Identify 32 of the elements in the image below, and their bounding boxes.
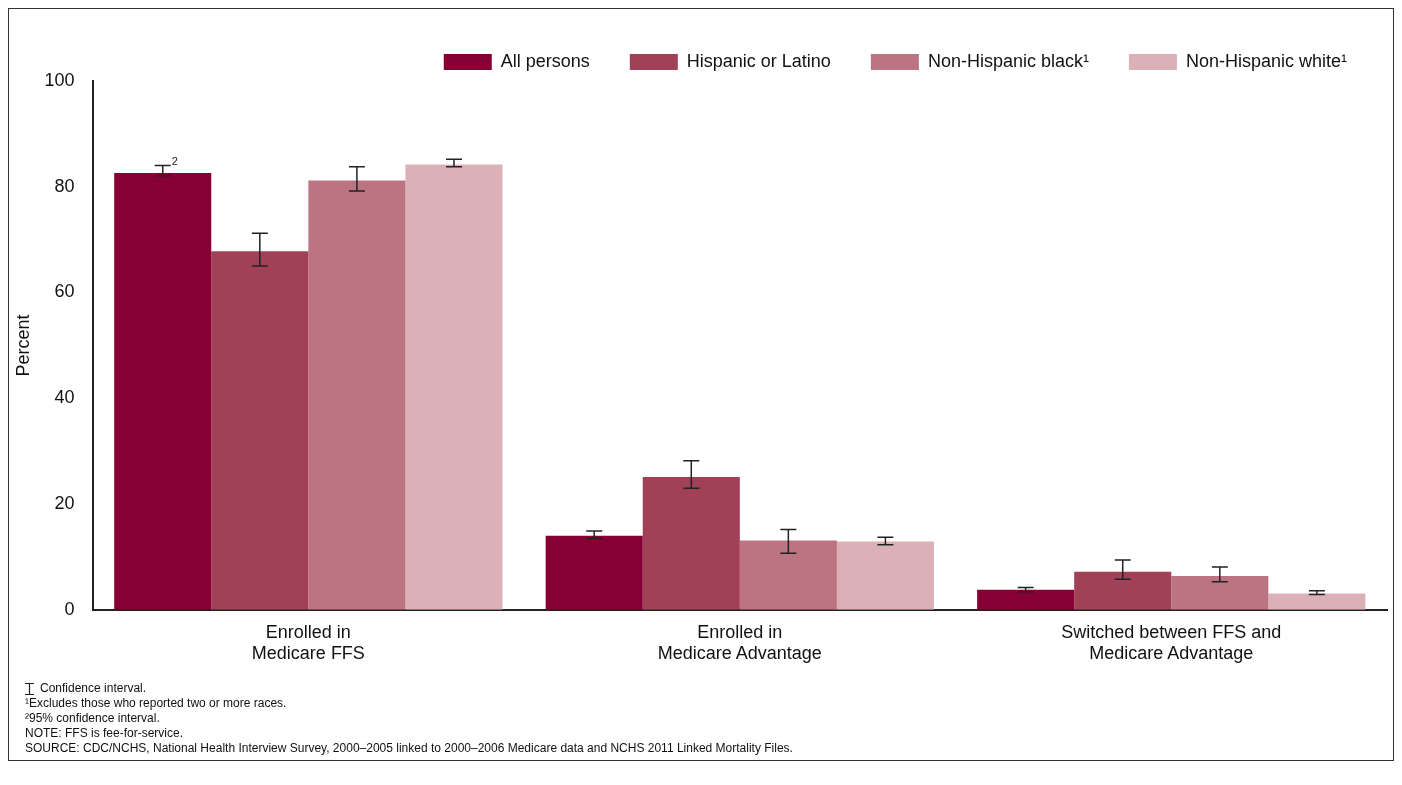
x-tick-label: Switched between FFS and Medicare Advantage [1061,621,1282,664]
bar [308,180,406,610]
bar [836,541,934,610]
y-tick-label: 60 [54,281,75,302]
legend-label: Non-Hispanic black¹ [927,50,1089,71]
bar [977,589,1075,610]
bar [405,164,503,610]
legend-label: Hispanic or Latino [686,50,831,71]
text: ¹Excludes those who reported two or more races. [25,696,287,711]
bar [1171,575,1269,610]
bar [1268,593,1366,610]
bar [739,540,837,610]
bar [114,173,212,610]
legend-label: Non-Hispanic white¹ [1185,50,1348,71]
bar [545,535,643,610]
y-tick-label: 80 [54,175,75,196]
text: ²95% confidence interval. [25,711,160,726]
bar [1074,571,1172,610]
y-tick-label: 40 [54,387,75,408]
x-tick-label: Enrolled in Medicare FFS [251,621,365,664]
text: NOTE: FFS is fee-for-service. [25,726,184,741]
y-axis-title: Percent [12,314,33,377]
y-tick-label: 20 [54,493,75,514]
y-tick-label: 0 [64,598,75,619]
bar [642,477,740,610]
legend-label: All persons [500,50,590,71]
source-note: SOURCE: CDC/NCHS, National Health Interview Survey, 2000–2005 linked to 2000–2006 Medicare data and NCHS 2011 Linked Mortality Files. [25,741,793,756]
y-tick-label: 100 [44,69,75,90]
bar [211,251,309,610]
annotation: 2 [171,155,178,168]
x-tick-label: Enrolled in Medicare Advantage [657,621,822,664]
text: Confidence interval. [40,681,147,696]
